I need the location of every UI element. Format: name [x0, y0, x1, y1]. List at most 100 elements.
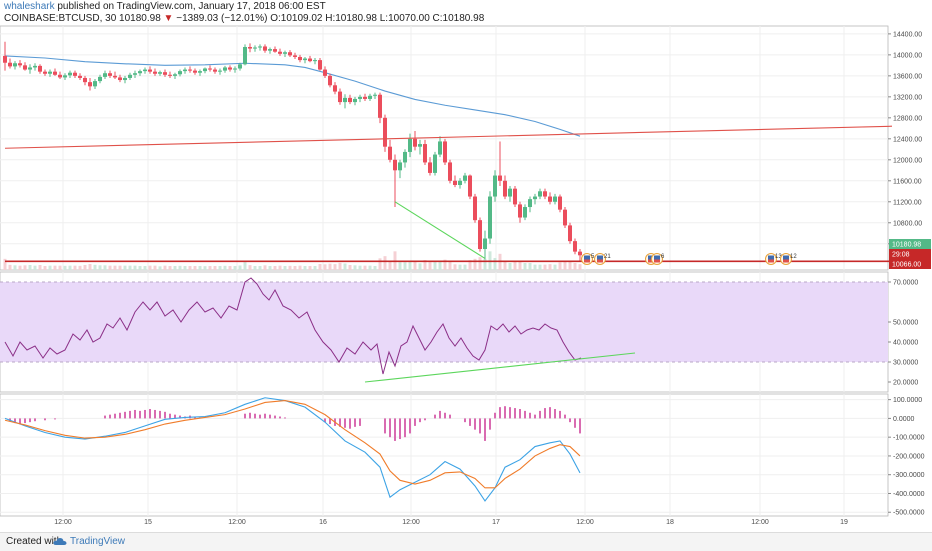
- histogram-bar: [249, 412, 251, 419]
- flag-icon-blue: [768, 255, 774, 260]
- rsi-trend-line: [364, 352, 636, 383]
- volume-bar: [303, 266, 307, 270]
- histogram-bar: [499, 407, 501, 419]
- candle-body: [133, 73, 137, 75]
- histogram-bar: [414, 418, 416, 426]
- histogram-bar: [139, 410, 141, 419]
- candle-body: [478, 220, 482, 250]
- candle-body: [533, 196, 537, 200]
- price-badge-label: 10066.00: [892, 262, 921, 269]
- flag-icon-red: [648, 259, 654, 263]
- candle-body: [338, 91, 342, 103]
- volume-bar: [138, 266, 142, 270]
- published-text: published on TradingView.com, January 17…: [57, 1, 326, 12]
- candle-body: [578, 251, 582, 256]
- signal-line: [4, 400, 581, 489]
- volume-bar: [538, 264, 542, 270]
- candle-body: [523, 207, 527, 218]
- candle-body: [563, 209, 567, 226]
- histogram-bar: [19, 418, 21, 425]
- volume-bar: [268, 266, 272, 270]
- volume-bar: [198, 266, 202, 270]
- volume-bar: [333, 264, 337, 270]
- volume-bar: [253, 266, 257, 270]
- publish-line: whaleshark published on TradingView.com,…: [4, 1, 326, 13]
- author-link[interactable]: whaleshark: [4, 1, 55, 12]
- volume-bar: [168, 266, 172, 270]
- volume-bar: [38, 265, 42, 270]
- candle-body: [268, 49, 272, 51]
- volume-bar: [553, 264, 557, 270]
- candle-body: [418, 144, 422, 147]
- volume-bar: [483, 258, 487, 270]
- volume-bar: [78, 265, 82, 270]
- candle-body: [453, 180, 457, 185]
- volume-bar: [378, 258, 382, 270]
- volume-bar: [518, 261, 522, 270]
- candle-body: [288, 52, 292, 56]
- volume-bar: [243, 261, 247, 270]
- candle-body: [23, 65, 27, 70]
- candle-body: [313, 60, 317, 62]
- candle-body: [143, 69, 147, 72]
- macd-axis-label: 0.0000: [893, 416, 915, 423]
- volume-bar: [298, 265, 302, 270]
- created-with-text: Created with: [6, 536, 63, 547]
- histogram-bar: [259, 414, 261, 419]
- candle-body: [518, 204, 522, 218]
- volume-bar: [433, 260, 437, 270]
- histogram-bar: [34, 418, 36, 422]
- volume-bar: [513, 261, 517, 270]
- candle-body: [303, 58, 307, 61]
- volume-bar: [373, 266, 377, 270]
- tradingview-logo[interactable]: TradingView: [70, 536, 126, 547]
- price-axis-label: 11200.00: [893, 199, 922, 206]
- price-axis-label: 13600.00: [893, 73, 922, 80]
- candle-body: [178, 71, 182, 75]
- volume-bar: [128, 265, 132, 270]
- volume-bar: [578, 264, 582, 270]
- volume-bar: [323, 264, 327, 270]
- x-axis-tick-label: 12:00: [751, 519, 769, 526]
- volume-bar: [558, 262, 562, 270]
- histogram-bar: [394, 418, 396, 441]
- candle-body: [238, 64, 242, 69]
- histogram-bar: [349, 418, 351, 429]
- histogram-bar: [109, 414, 111, 419]
- volume-bar: [428, 262, 432, 270]
- candle-body: [293, 55, 297, 57]
- volume-bar: [63, 265, 67, 270]
- candle-body: [348, 97, 352, 103]
- candle-body: [183, 69, 187, 72]
- flag-icon-red: [768, 259, 774, 263]
- macd-axis-label: -100.0000: [893, 435, 925, 442]
- volume-bar: [3, 258, 7, 270]
- chart-area[interactable]: 12:00 15 12:00 16 12:00 17 12:00 18 12:00 19 14400…: [0, 0, 932, 532]
- volume-bar: [143, 266, 147, 270]
- symbol-text[interactable]: COINBASE:BTCUSD, 30: [4, 13, 117, 24]
- volume-bar: [213, 266, 217, 270]
- volume-bar: [153, 265, 157, 270]
- histogram-bar: [419, 418, 421, 423]
- rsi-axis-label: 40.0000: [893, 340, 918, 347]
- histogram-bar: [14, 418, 16, 424]
- volume-bar: [453, 264, 457, 270]
- candle-body: [128, 74, 132, 78]
- price-badge-label: 10180.98: [892, 242, 921, 249]
- rsi-axis-label: 50.0000: [893, 320, 918, 327]
- candle-body: [43, 71, 47, 74]
- flag-icon-red: [584, 259, 590, 263]
- candle-body: [218, 70, 222, 72]
- histogram-bar: [559, 410, 561, 419]
- histogram-bar: [324, 418, 326, 423]
- price-badge: [889, 249, 931, 259]
- histogram-bar: [509, 407, 511, 419]
- histogram-bar: [549, 407, 551, 419]
- event-marker: [651, 253, 663, 265]
- candle-body: [48, 71, 52, 74]
- candle-body: [68, 72, 72, 76]
- volume-bar: [413, 261, 417, 270]
- histogram-bar: [104, 415, 106, 419]
- histogram-bar: [399, 418, 401, 440]
- candle-body: [118, 77, 122, 81]
